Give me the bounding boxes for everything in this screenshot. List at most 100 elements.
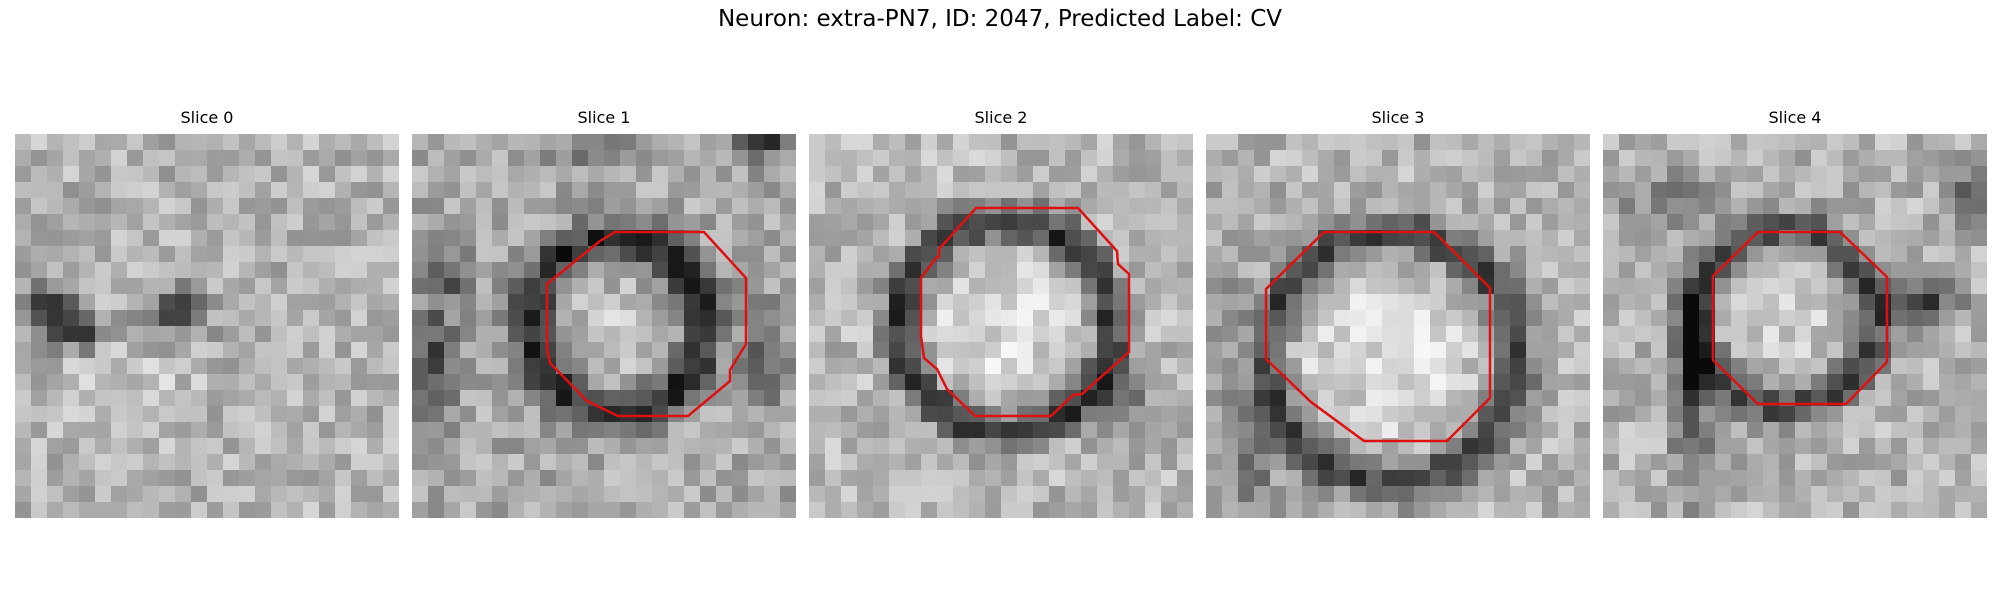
image-pixel (143, 134, 160, 151)
image-pixel (841, 358, 858, 375)
image-pixel (111, 406, 128, 423)
image-pixel (1366, 262, 1383, 279)
image-pixel (921, 438, 938, 455)
image-pixel (748, 230, 765, 247)
image-pixel (15, 262, 32, 279)
image-pixel (1763, 294, 1780, 311)
image-pixel (969, 310, 986, 327)
image-pixel (175, 326, 192, 343)
image-pixel (1526, 150, 1543, 167)
image-pixel (716, 166, 733, 183)
image-pixel (636, 214, 653, 231)
image-pixel (1302, 198, 1319, 215)
image-pixel (1907, 294, 1924, 311)
image-pixel (1113, 150, 1130, 167)
image-pixel (556, 374, 573, 391)
slice-image-3 (1206, 134, 1590, 518)
image-pixel (287, 182, 304, 199)
image-pixel (15, 470, 32, 487)
image-pixel (1955, 150, 1972, 167)
image-pixel (63, 182, 80, 199)
image-pixel (335, 390, 352, 407)
image-pixel (1542, 390, 1559, 407)
image-pixel (873, 342, 890, 359)
image-pixel (428, 262, 445, 279)
image-pixel (1145, 486, 1162, 503)
image-pixel (1827, 310, 1844, 327)
image-pixel (127, 502, 144, 518)
image-pixel (367, 454, 384, 471)
image-pixel (1033, 166, 1050, 183)
image-pixel (604, 454, 621, 471)
image-pixel (1366, 198, 1383, 215)
image-pixel (889, 486, 906, 503)
image-pixel (1033, 230, 1050, 247)
image-pixel (1017, 262, 1034, 279)
image-pixel (15, 342, 32, 359)
image-pixel (319, 374, 336, 391)
image-pixel (1254, 230, 1271, 247)
image-pixel (620, 454, 637, 471)
image-pixel (319, 230, 336, 247)
image-pixel (319, 198, 336, 215)
image-pixel (1747, 422, 1764, 439)
image-pixel (1081, 294, 1098, 311)
image-pixel (889, 454, 906, 471)
image-pixel (1129, 294, 1146, 311)
image-pixel (636, 358, 653, 375)
image-pixel (1366, 134, 1383, 151)
image-pixel (1526, 246, 1543, 263)
image-pixel (937, 246, 954, 263)
image-pixel (780, 230, 796, 247)
image-pixel (1081, 470, 1098, 487)
image-pixel (1334, 454, 1351, 471)
image-pixel (476, 134, 493, 151)
image-pixel (841, 406, 858, 423)
image-pixel (159, 134, 176, 151)
image-pixel (271, 134, 288, 151)
image-pixel (1923, 262, 1940, 279)
image-pixel (1859, 310, 1876, 327)
image-pixel (969, 502, 986, 518)
image-pixel (239, 342, 256, 359)
image-pixel (367, 230, 384, 247)
image-pixel (1731, 246, 1748, 263)
image-pixel (905, 406, 922, 423)
image-pixel (780, 214, 796, 231)
image-pixel (985, 150, 1002, 167)
image-pixel (1398, 374, 1415, 391)
image-pixel (700, 182, 717, 199)
image-pixel (825, 310, 842, 327)
image-pixel (1350, 214, 1367, 231)
image-pixel (905, 182, 922, 199)
image-pixel (1430, 486, 1447, 503)
image-pixel (1145, 134, 1162, 151)
image-pixel (271, 422, 288, 439)
image-pixel (351, 502, 368, 518)
image-pixel (31, 214, 48, 231)
image-pixel (175, 214, 192, 231)
image-pixel (47, 278, 64, 295)
image-pixel (1779, 486, 1796, 503)
image-pixel (1859, 390, 1876, 407)
image-pixel (857, 390, 874, 407)
image-pixel (1603, 326, 1620, 343)
image-pixel (1779, 454, 1796, 471)
image-pixel (1827, 454, 1844, 471)
image-pixel (921, 134, 938, 151)
image-pixel (620, 214, 637, 231)
image-pixel (985, 230, 1002, 247)
image-pixel (1667, 374, 1684, 391)
image-pixel (1955, 166, 1972, 183)
image-pixel (383, 294, 399, 311)
image-pixel (1113, 214, 1130, 231)
image-pixel (1177, 326, 1193, 343)
image-pixel (1795, 198, 1812, 215)
image-pixel (780, 342, 796, 359)
image-pixel (1875, 438, 1892, 455)
image-pixel (1286, 182, 1303, 199)
image-pixel (508, 294, 525, 311)
image-pixel (1206, 454, 1223, 471)
image-pixel (1603, 166, 1620, 183)
image-pixel (1222, 406, 1239, 423)
